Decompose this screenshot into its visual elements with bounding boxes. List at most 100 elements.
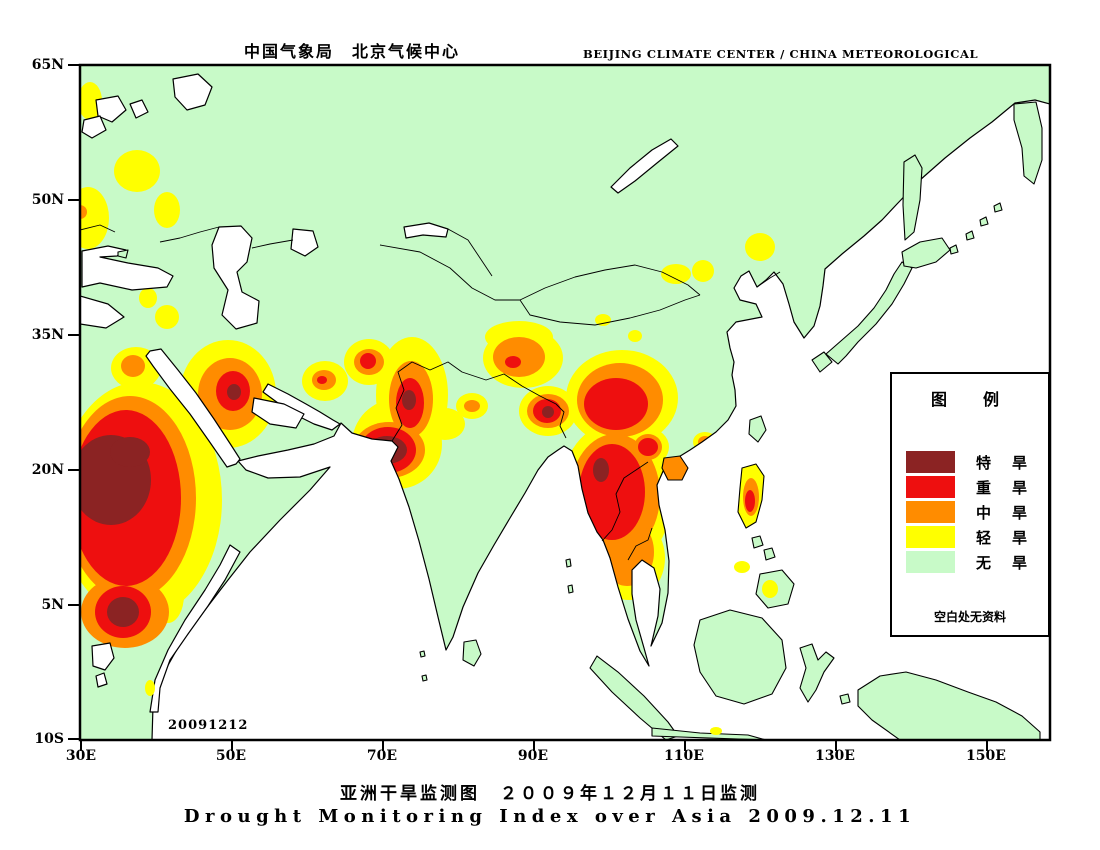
white-sea — [172, 73, 213, 111]
drought-area-heavy — [638, 438, 658, 456]
sumatra — [589, 655, 679, 739]
aral-sea — [290, 228, 319, 257]
kuril-1 — [949, 244, 959, 255]
x-tick-110e — [684, 741, 686, 751]
y-tick-10s — [68, 738, 80, 740]
legend-note: 空白处无资料 — [933, 610, 1006, 624]
kuril-4 — [993, 202, 1003, 213]
legend-row-none: 无 旱 — [892, 551, 1048, 573]
legend-label-medium: 中 旱 — [976, 504, 1031, 522]
legend-label-none: 无 旱 — [976, 554, 1031, 572]
sulawesi — [799, 643, 835, 703]
x-tick-70e — [382, 741, 384, 751]
sri-lanka — [462, 639, 482, 667]
drought-area-extreme — [402, 390, 416, 410]
legend-row-extreme: 特 旱 — [892, 451, 1048, 473]
y-tick-50n — [68, 199, 80, 201]
map-frame — [78, 63, 1052, 742]
drought-area-light — [425, 408, 465, 440]
x-label-30e: 30E — [65, 748, 97, 764]
kamchatka — [1013, 101, 1043, 185]
drought-area-extreme — [593, 458, 609, 482]
footer-title-chinese: 亚洲干旱监测图 ２００９年１２月１１日监测 — [340, 784, 760, 804]
legend-row-medium: 中 旱 — [892, 501, 1048, 523]
y-tick-35n — [68, 334, 80, 336]
drought-area-heavy — [745, 490, 755, 512]
header-title-chinese: 中国气象局 北京气候中心 — [244, 42, 461, 61]
drought-area-medium — [493, 337, 545, 377]
y-label-50n: 50N — [31, 192, 64, 208]
hainan — [661, 455, 689, 481]
x-label-70e: 70E — [366, 748, 398, 764]
legend-swatch-extreme — [906, 451, 955, 473]
islands-layer — [117, 101, 1043, 739]
small-lake — [129, 99, 149, 119]
x-label-90e: 90E — [517, 748, 549, 764]
andaman-1 — [565, 558, 572, 568]
legend-label-heavy: 重 旱 — [976, 479, 1031, 497]
persian-gulf — [262, 383, 341, 431]
drought-area-light — [734, 561, 750, 573]
drought-area-medium — [121, 355, 145, 377]
visayas-2 — [763, 547, 776, 561]
x-tick-150e — [986, 741, 988, 751]
drought-area-light — [628, 330, 642, 342]
visayas — [751, 535, 764, 549]
legend-swatch-heavy — [906, 476, 955, 498]
hokkaido — [901, 237, 951, 269]
y-tick-20n — [68, 469, 80, 471]
lake-ladoga — [95, 95, 127, 123]
drought-area-light — [710, 727, 722, 735]
drought-area-heavy — [505, 356, 521, 368]
borneo — [693, 609, 787, 705]
legend-box: 图 例 特 旱 重 旱 中 旱 轻 旱 无 旱 空白处无资料 — [890, 372, 1050, 637]
indian-pacific-ocean — [151, 99, 1049, 739]
x-label-130e: 130E — [815, 748, 855, 764]
y-label-35n: 35N — [31, 327, 64, 343]
drought-area-heavy — [360, 353, 376, 369]
drought-area-heavy — [317, 376, 327, 384]
legend-row-light: 轻 旱 — [892, 526, 1048, 548]
caspian-sea — [211, 225, 260, 330]
x-tick-30e — [80, 741, 82, 751]
drought-area-extreme — [542, 406, 554, 418]
lake-onega — [81, 115, 107, 139]
maldives-2 — [421, 674, 428, 682]
x-tick-50e — [231, 741, 233, 751]
legend-swatch-light — [906, 526, 955, 548]
drought-area-extreme — [110, 437, 150, 467]
java — [651, 727, 765, 739]
y-label-65n: 65N — [31, 57, 64, 73]
legend-swatch-none — [906, 551, 955, 573]
legend-swatch-medium — [906, 501, 955, 523]
drought-area-light — [145, 680, 155, 696]
red-sea — [145, 348, 241, 468]
kyushu — [811, 351, 833, 373]
map-date-stamp: 20091212 — [168, 718, 249, 733]
lake-victoria — [91, 642, 115, 671]
y-label-20n: 20N — [31, 462, 64, 478]
drought-area-light — [154, 192, 180, 228]
legend-row-heavy: 重 旱 — [892, 476, 1048, 498]
new-guinea — [857, 671, 1041, 739]
honshu — [825, 261, 913, 365]
y-tick-65n — [68, 64, 80, 66]
drought-area-extreme — [107, 597, 139, 627]
x-tick-90e — [533, 741, 535, 751]
no-data-somalia — [149, 544, 241, 713]
taiwan — [748, 415, 767, 443]
y-label-5n: 5N — [41, 597, 64, 613]
x-label-50e: 50E — [215, 748, 247, 764]
legend-title: 图 例 — [930, 390, 1009, 409]
kuril-2 — [965, 230, 975, 241]
drought-area-light — [692, 260, 714, 282]
drought-area-extreme — [227, 384, 241, 400]
drought-area-light — [661, 264, 691, 284]
moluccas — [839, 693, 851, 705]
small-lake-africa — [95, 672, 108, 688]
no-data-arabia — [251, 397, 305, 429]
crimea — [117, 249, 129, 259]
x-tick-130e — [835, 741, 837, 751]
